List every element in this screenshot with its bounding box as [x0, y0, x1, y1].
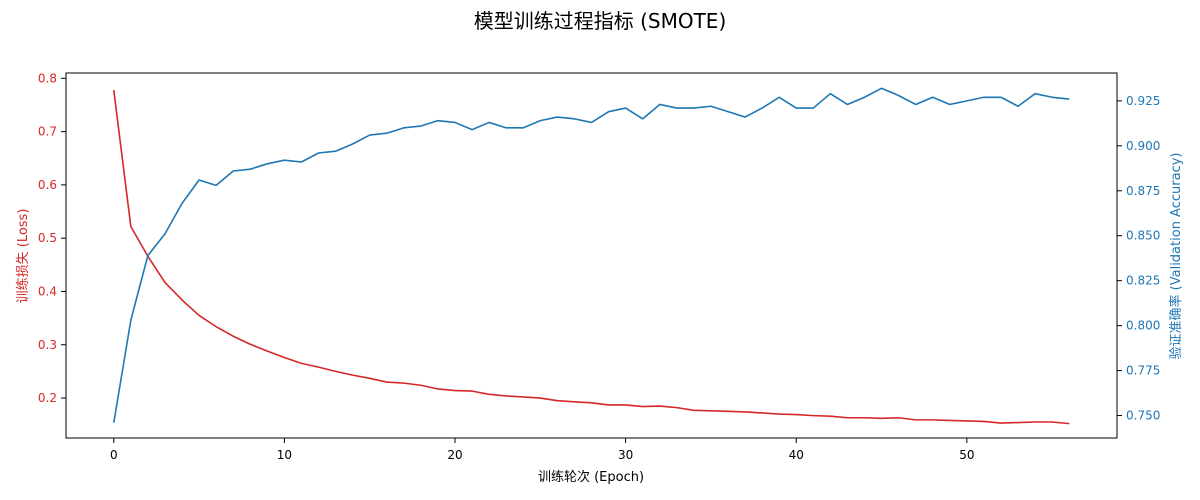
- right-y-tick-label: 0.875: [1126, 184, 1160, 198]
- left-y-tick-label: 0.5: [38, 231, 57, 245]
- series-layer: [112, 87, 1070, 425]
- right-y-tick-label: 0.775: [1126, 364, 1160, 378]
- left-y-tick-label: 0.6: [38, 178, 57, 192]
- left-y-tick-label: 0.8: [38, 71, 57, 85]
- right-y-axis-ticks: 0.750 0.775 0.800 0.825 0.850 0.875 0.900 0.925: [1117, 94, 1160, 423]
- left-y-tick-label: 0.7: [38, 125, 57, 139]
- x-tick-label: 40: [789, 448, 804, 462]
- x-tick-label: 10: [277, 448, 292, 462]
- left-y-axis-label: 训练损失 (Loss): [16, 209, 31, 304]
- x-axis-label: 训练轮次 (Epoch): [538, 469, 644, 485]
- right-y-tick-label: 0.900: [1126, 139, 1160, 153]
- x-axis-ticks: 0 10 20 30 40 50: [110, 438, 974, 462]
- x-tick-label: 20: [447, 448, 462, 462]
- left-y-axis-ticks: 0.2 0.3 0.4 0.5 0.6 0.7 0.8: [38, 71, 66, 405]
- plot-frame: [65, 72, 1118, 439]
- right-y-tick-label: 0.800: [1126, 319, 1160, 333]
- right-y-axis-label: 验证准确率 (Validation Accuracy): [1168, 153, 1184, 360]
- right-y-tick-label: 0.850: [1126, 229, 1160, 243]
- left-y-tick-label: 0.4: [38, 284, 57, 298]
- x-tick-label: 0: [110, 448, 118, 462]
- accuracy-series-line: [112, 87, 1070, 423]
- x-tick-label: 30: [618, 448, 633, 462]
- right-y-tick-label: 0.825: [1126, 274, 1160, 288]
- chart-title: 模型训练过程指标 (SMOTE): [474, 9, 727, 33]
- x-tick-label: 50: [959, 448, 974, 462]
- right-y-tick-label: 0.750: [1126, 409, 1160, 423]
- loss-series-line: [112, 89, 1070, 425]
- left-y-tick-label: 0.3: [38, 338, 57, 352]
- right-y-tick-label: 0.925: [1126, 94, 1160, 108]
- left-y-tick-label: 0.2: [38, 391, 57, 405]
